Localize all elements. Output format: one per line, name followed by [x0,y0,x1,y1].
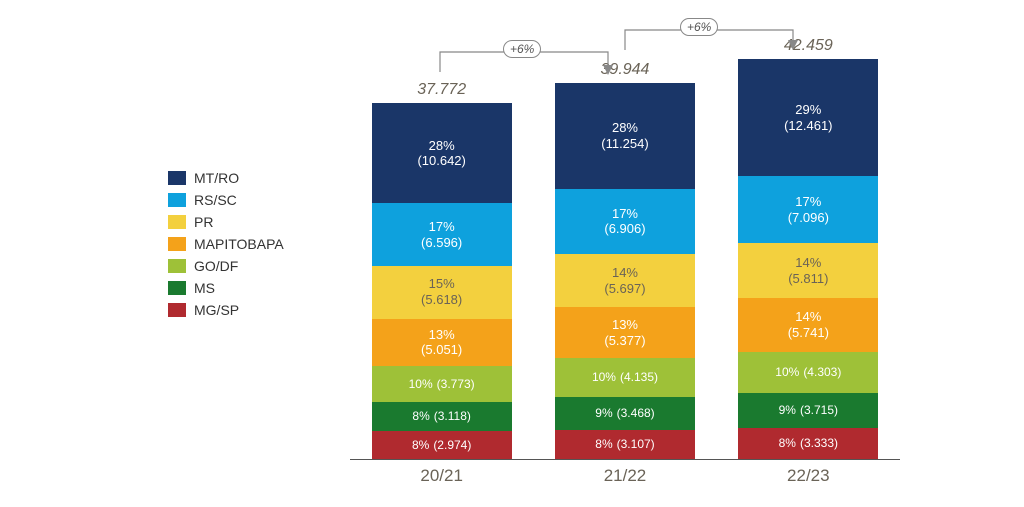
x-label: 22/23 [733,460,883,490]
legend-swatch [168,259,186,273]
legend-item-mapi: MAPITOBAPA [168,236,284,252]
x-label: 21/22 [550,460,700,490]
segment-value: (3.118) [434,409,471,423]
segment-mgsp: 8% (3.107) [555,430,695,459]
x-axis-labels: 20/21 21/22 22/23 [350,460,900,490]
segment-pct: 8% [412,438,429,452]
legend-swatch [168,281,186,295]
segment-value: (2.974) [433,438,471,452]
segment-rssc: 17%(6.596) [372,203,512,265]
segment-pct: 14% [612,265,638,281]
segment-mtro: 29%(12.461) [738,59,878,176]
segment-pct: 28% [612,120,638,136]
segment-pct: 14% [795,309,821,325]
legend-label: RS/SC [194,192,237,208]
segment-pct: 10% [592,370,616,384]
bar-22/23: 42.4598%(3.333)9%(3.715)10%(4.303)14%(5.… [733,37,883,459]
legend-swatch [168,215,186,229]
segment-ms: 8% (3.118) [372,402,512,431]
segment-pct: 17% [795,194,821,210]
segment-rssc: 17%(7.096) [738,176,878,243]
segment-pct: 13% [429,327,455,343]
segment-pr: 14%(5.811) [738,243,878,298]
legend: MT/RO RS/SC PR MAPITOBAPA GO/DF MS MG/SP [168,170,284,318]
segment-godf: 10% (4.303) [738,352,878,393]
legend-label: MG/SP [194,302,239,318]
segment-mtro: 28%(11.254) [555,83,695,189]
segment-value: (7.096) [788,210,829,226]
segment-value: (5.051) [421,342,462,358]
segment-pct: 10% [775,365,799,379]
segment-value: (3.468) [617,406,655,420]
segment-pct: 8% [779,436,796,450]
stacked-bar-chart: 37.7728%(2.974)8%(3.118)10%(3.773)13%(5.… [350,30,900,490]
segment-pct: 10% [409,377,433,391]
segment-pct: 14% [795,255,821,271]
segment-mgsp: 8% (2.974) [372,431,512,459]
legend-swatch [168,237,186,251]
x-label: 20/21 [367,460,517,490]
segment-value: (5.618) [421,292,462,308]
segment-value: (6.906) [604,221,645,237]
legend-item-godf: GO/DF [168,258,284,274]
bar-stack: 8%(2.974)8%(3.118)10%(3.773)13%(5.051)15… [372,103,512,459]
segment-mapi: 13%(5.377) [555,307,695,358]
legend-label: MS [194,280,215,296]
legend-item-mgsp: MG/SP [168,302,284,318]
segment-value: (4.303) [803,365,841,379]
segment-pct: 29% [795,102,821,118]
segment-godf: 10% (3.773) [372,366,512,402]
legend-item-pr: PR [168,214,284,230]
segment-value: (10.642) [417,153,465,169]
legend-swatch [168,171,186,185]
growth-label: +6% [503,40,541,58]
legend-label: GO/DF [194,258,238,274]
segment-mapi: 13%(5.051) [372,319,512,367]
bar-20/21: 37.7728%(2.974)8%(3.118)10%(3.773)13%(5.… [367,81,517,459]
segment-pct: 28% [429,138,455,154]
segment-pct: 9% [595,406,612,420]
segment-pct: 15% [429,276,455,292]
segment-value: (3.333) [800,436,838,450]
segment-pr: 14%(5.697) [555,254,695,308]
segment-value: (6.596) [421,235,462,251]
segment-mapi: 14%(5.741) [738,298,878,352]
segment-pct: 9% [779,403,796,417]
segment-pct: 8% [412,409,429,423]
legend-label: PR [194,214,213,230]
segment-pct: 17% [612,206,638,222]
segment-pct: 13% [612,317,638,333]
segment-value: (12.461) [784,118,832,134]
segment-value: (5.697) [604,281,645,297]
segment-value: (3.773) [437,377,475,391]
segment-value: (3.107) [617,437,655,451]
segment-mgsp: 8% (3.333) [738,428,878,459]
bar-stack: 8%(3.107)9%(3.468)10%(4.135)13%(5.377)14… [555,83,695,459]
segment-pr: 15%(5.618) [372,266,512,319]
segment-ms: 9% (3.468) [555,397,695,430]
growth-label: +6% [680,18,718,36]
segment-pct: 8% [595,437,612,451]
legend-item-mtro: MT/RO [168,170,284,186]
segment-value: (3.715) [800,403,838,417]
legend-swatch [168,303,186,317]
segment-godf: 10% (4.135) [555,358,695,397]
segment-value: (4.135) [620,370,658,384]
legend-item-ms: MS [168,280,284,296]
segment-value: (5.741) [788,325,829,341]
segment-value: (5.811) [788,271,828,287]
bar-21/22: 39.9448%(3.107)9%(3.468)10%(4.135)13%(5.… [550,61,700,459]
legend-label: MAPITOBAPA [194,236,284,252]
bars-row: 37.7728%(2.974)8%(3.118)10%(3.773)13%(5.… [350,40,900,460]
legend-item-rssc: RS/SC [168,192,284,208]
legend-label: MT/RO [194,170,239,186]
segment-ms: 9% (3.715) [738,393,878,428]
segment-value: (11.254) [601,136,648,152]
segment-rssc: 17%(6.906) [555,189,695,254]
segment-mtro: 28%(10.642) [372,103,512,203]
legend-swatch [168,193,186,207]
segment-pct: 17% [429,219,455,235]
bar-stack: 8%(3.333)9%(3.715)10%(4.303)14%(5.741)14… [738,59,878,459]
segment-value: (5.377) [604,333,645,349]
